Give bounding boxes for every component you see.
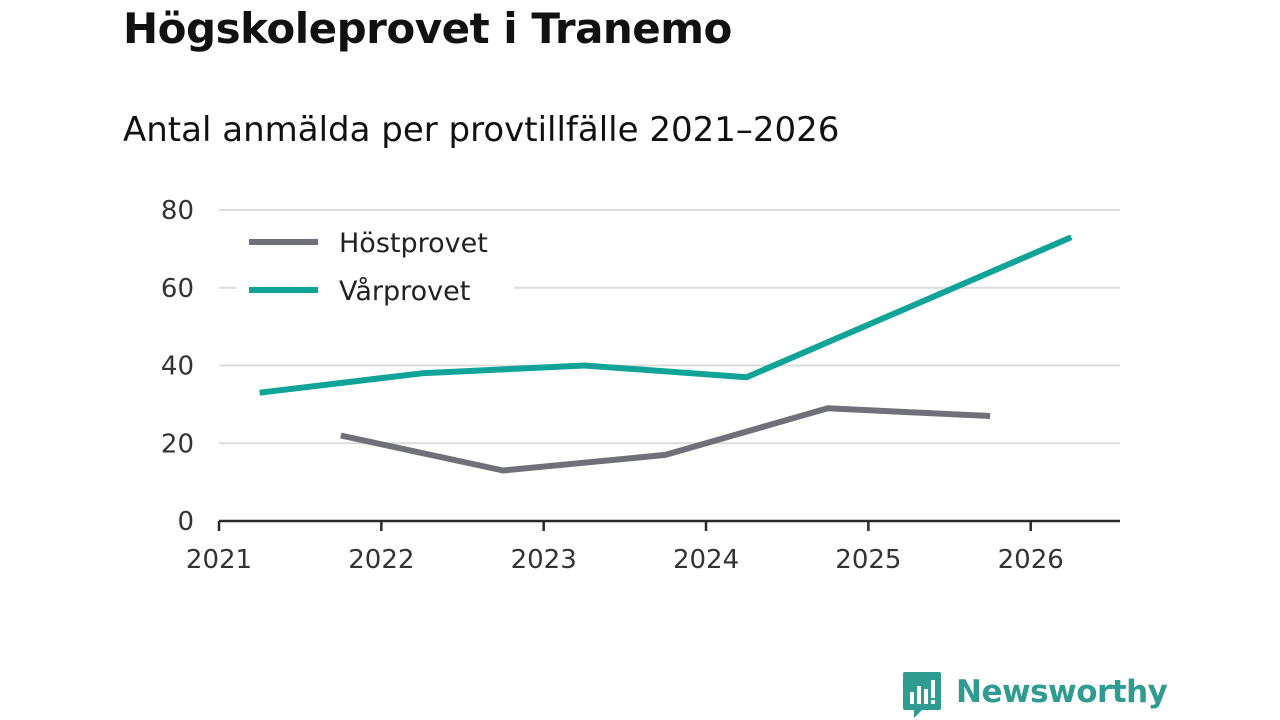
page-title: Högskoleprovet i Tranemo (123, 4, 732, 53)
x-tick-label-2022: 2022 (348, 545, 414, 575)
bar-chart-speech-bubble-icon (903, 672, 941, 718)
y-tick-label-0: 0 (177, 507, 194, 537)
data-point-0-2 (662, 452, 668, 458)
x-tick-label-2021: 2021 (186, 545, 252, 575)
data-point-0-0 (338, 432, 344, 438)
newsworthy-logo: Newsworthy (902, 670, 1168, 720)
y-tick-label-80: 80 (161, 196, 194, 226)
brand-name: Newsworthy (956, 674, 1168, 710)
x-tick-label-2026: 2026 (998, 545, 1064, 575)
legend-background (236, 222, 514, 314)
data-point-1-4 (906, 304, 912, 310)
data-point-1-2 (581, 363, 587, 369)
x-tick-label-2023: 2023 (511, 545, 577, 575)
data-point-0-4 (987, 413, 993, 419)
axes: 0 20 40 60 80 2021 2022 2023 2024 2025 2026 (161, 196, 1120, 575)
data-point-1-1 (419, 370, 425, 376)
series-line-0 (340, 405, 991, 474)
data-point-0-1 (500, 467, 506, 473)
series-lines (257, 234, 1074, 474)
data-point-0-3 (825, 405, 831, 411)
y-tick-label-60: 60 (161, 274, 194, 304)
data-point-1-3 (744, 374, 750, 380)
legend-label-1: Vårprovet (339, 276, 470, 307)
x-tick-label-2024: 2024 (673, 545, 739, 575)
data-point-1-0 (257, 390, 263, 396)
line-chart: 0 20 40 60 80 2021 2022 2023 2024 2025 2026 Höstpr… (161, 196, 1120, 575)
series-line-1 (259, 234, 1073, 396)
legend-label-0: Höstprovet (339, 228, 488, 259)
y-tick-label-20: 20 (161, 429, 194, 459)
chart-subtitle: Antal anmälda per provtillfälle 2021–202… (123, 110, 840, 150)
legend: Höstprovet Vårprovet (236, 222, 514, 314)
y-tick-label-40: 40 (161, 352, 194, 382)
data-point-1-5 (1068, 234, 1074, 240)
x-tick-label-2025: 2025 (835, 545, 901, 575)
